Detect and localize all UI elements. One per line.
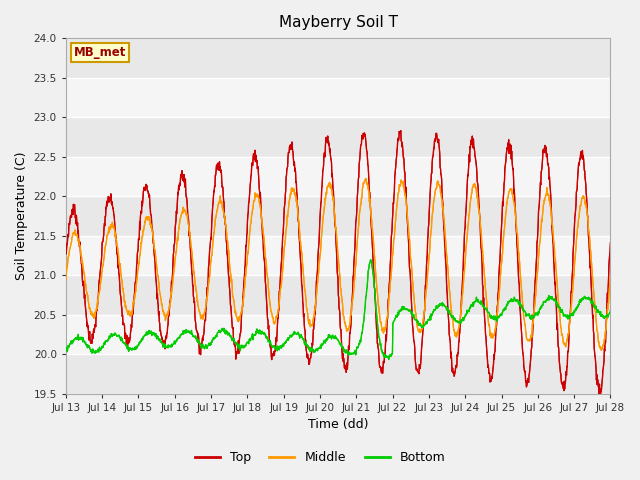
Y-axis label: Soil Temperature (C): Soil Temperature (C) <box>15 152 28 280</box>
Bar <box>66 196 611 236</box>
Title: Mayberry Soil T: Mayberry Soil T <box>278 15 397 30</box>
Bar <box>66 78 611 117</box>
Legend: Top, Middle, Bottom: Top, Middle, Bottom <box>189 446 451 469</box>
X-axis label: Time (dd): Time (dd) <box>308 419 369 432</box>
Bar <box>66 275 611 315</box>
Bar <box>66 38 611 78</box>
Bar <box>66 156 611 196</box>
Bar <box>66 117 611 156</box>
Bar <box>66 354 611 394</box>
Bar <box>66 315 611 354</box>
Text: MB_met: MB_met <box>74 46 126 59</box>
Bar <box>66 236 611 275</box>
